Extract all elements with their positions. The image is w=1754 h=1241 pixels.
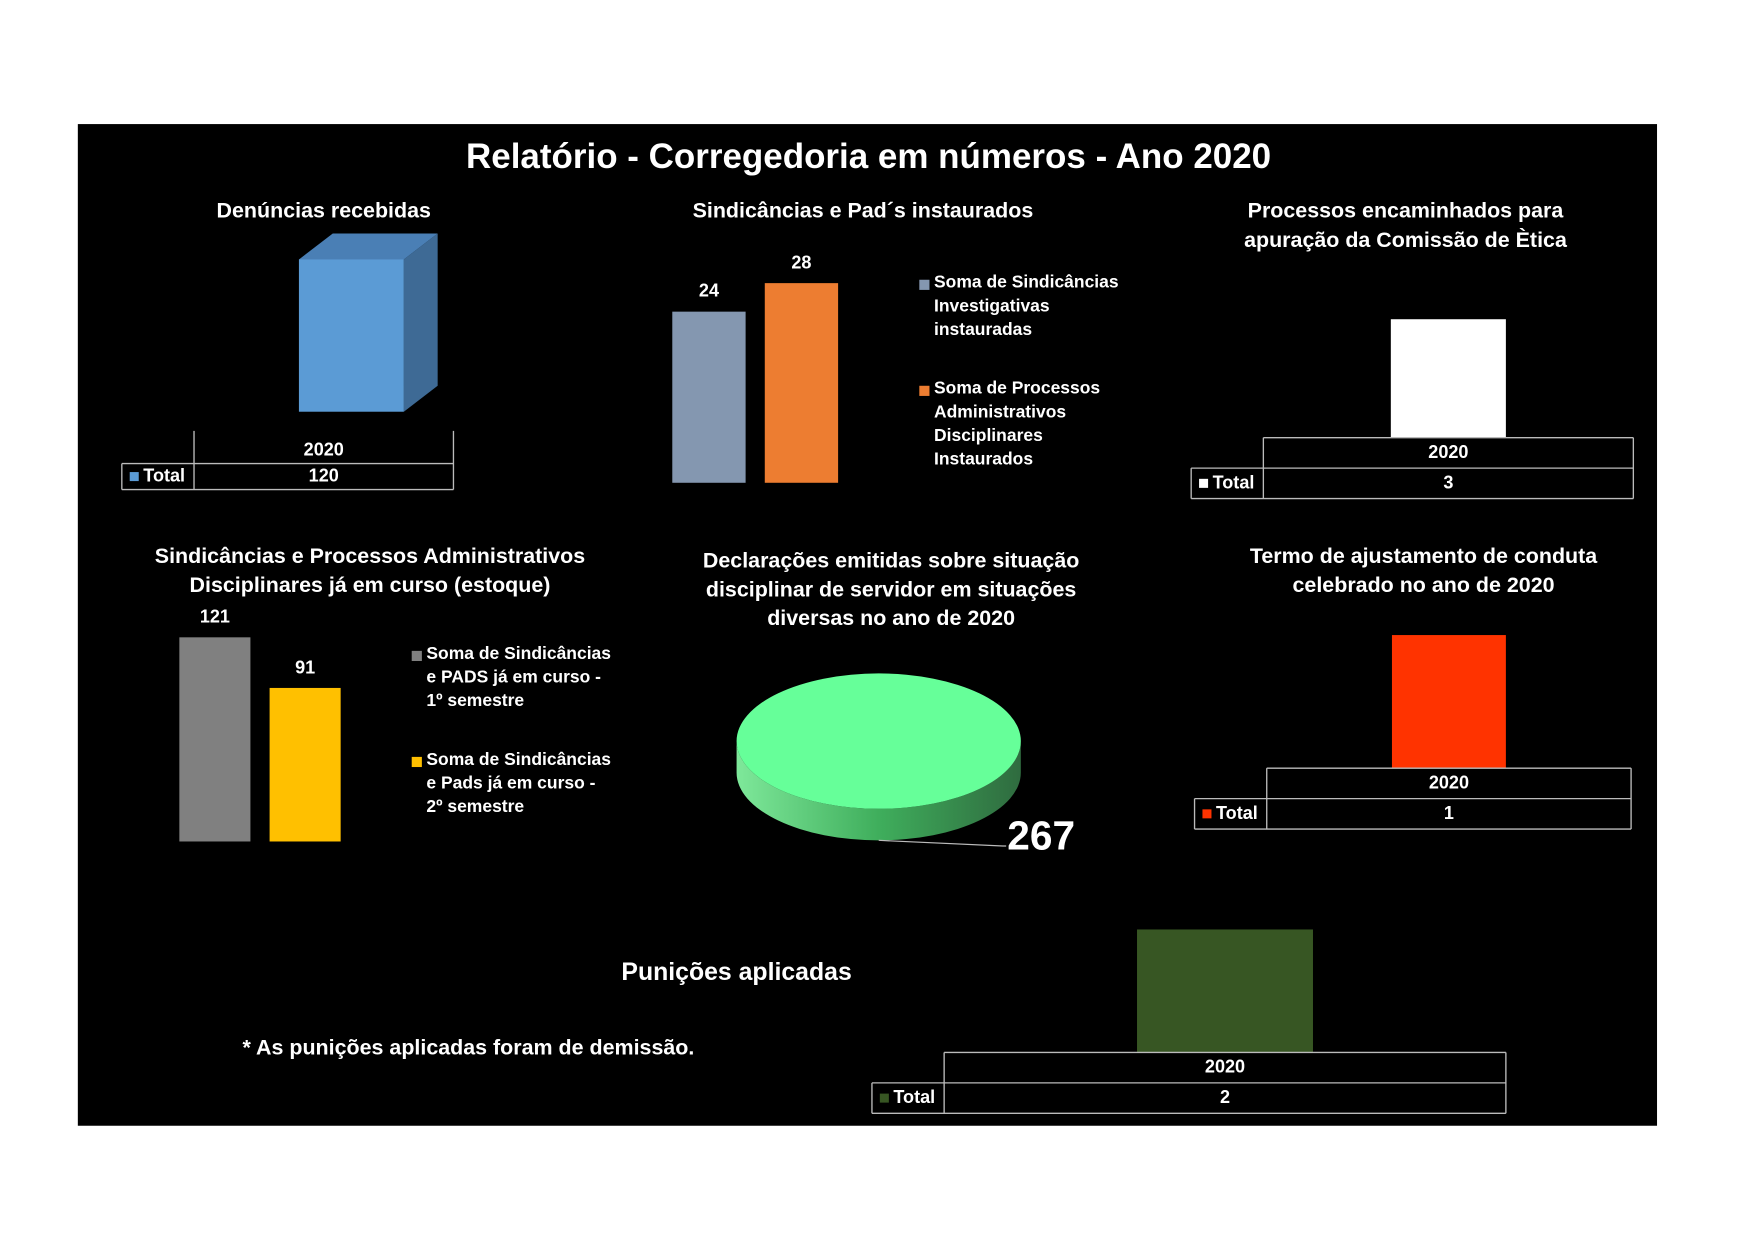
legend-label: Total: [1212, 473, 1255, 493]
report-title: Relatório - Corregedoria em números - An…: [466, 136, 1272, 176]
legend-swatch: [919, 279, 930, 290]
legend-swatch: [411, 756, 422, 768]
legend-label: Total: [1215, 803, 1258, 823]
legend-swatch: [129, 472, 139, 482]
bar: [1137, 929, 1313, 1053]
chart-title: Punições aplicadas: [621, 957, 852, 986]
bar-side: [403, 233, 438, 412]
leader-line: [878, 839, 1007, 847]
bar: [1390, 319, 1506, 438]
legend-label: Soma de Processos Administrativos Discip…: [933, 379, 1101, 469]
legend-swatch: [1199, 478, 1209, 488]
bar: [179, 637, 251, 842]
data-label: 121: [199, 607, 230, 628]
chart-title: Processos encaminhados para apuração da …: [1244, 199, 1567, 253]
legend-swatch: [1202, 809, 1212, 819]
data-label: 24: [698, 282, 719, 302]
bar: [764, 283, 839, 483]
table-value: 2: [1219, 1087, 1231, 1108]
legend-label: Total: [893, 1087, 936, 1108]
table-header: 2020: [303, 440, 344, 460]
legend-label: Soma de Sindicâncias e PADS já em curso …: [426, 644, 612, 711]
chart-title: Declarações emitidas sobre situação disc…: [702, 549, 1080, 631]
annotation: * As punições aplicadas foram de demissã…: [242, 1036, 695, 1061]
table-value: 3: [1443, 473, 1454, 493]
legend-label: Soma de Sindicâncias Investigativas inst…: [933, 272, 1119, 340]
legend-swatch: [411, 650, 422, 662]
bar-top: [298, 233, 438, 260]
chart-title: Termo de ajustamento de conduta celebrad…: [1249, 544, 1598, 598]
legend-label: Total: [143, 466, 186, 486]
legend-swatch: [879, 1093, 889, 1103]
legend-swatch: [919, 385, 930, 396]
bar: [1391, 635, 1506, 769]
bar: [672, 311, 746, 483]
table-header: 2020: [1204, 1057, 1246, 1077]
chart-title: Denúncias recebidas: [216, 199, 431, 224]
data-label: 267: [1007, 812, 1076, 859]
table-value: 120: [308, 466, 339, 486]
bar: [298, 259, 404, 412]
data-label: 91: [295, 658, 316, 678]
table-header: 2020: [1428, 442, 1469, 462]
chart-title: Sindicâncias e Pad´s instaurados: [692, 199, 1034, 224]
pie-side: [736, 741, 1021, 841]
data-label: 28: [791, 253, 812, 273]
pie-slice: [736, 673, 1021, 809]
bar: [269, 687, 341, 842]
legend-label: Soma de Sindicâncias e Pads já em curso …: [426, 750, 612, 817]
chart-title: Sindicâncias e Processos Administrativos…: [154, 544, 586, 598]
table-header: 2020: [1428, 773, 1469, 793]
table-value: 1: [1443, 803, 1454, 823]
